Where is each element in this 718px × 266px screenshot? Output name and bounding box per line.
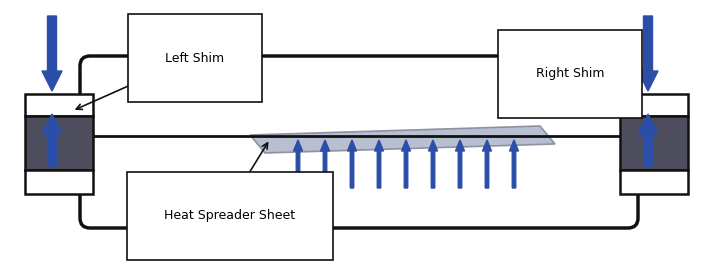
FancyBboxPatch shape <box>80 56 638 228</box>
Bar <box>620 170 688 194</box>
FancyArrow shape <box>375 140 383 188</box>
FancyArrow shape <box>429 140 437 188</box>
FancyArrow shape <box>455 140 465 188</box>
Bar <box>25 170 93 194</box>
FancyArrow shape <box>294 140 302 188</box>
Bar <box>25 116 93 170</box>
Bar <box>25 94 93 116</box>
FancyArrow shape <box>638 114 658 166</box>
FancyArrow shape <box>348 140 357 188</box>
Bar <box>620 116 688 170</box>
Text: Left Shim: Left Shim <box>165 52 225 64</box>
FancyArrow shape <box>42 16 62 91</box>
Polygon shape <box>250 126 555 153</box>
Text: Heat Spreader Sheet: Heat Spreader Sheet <box>164 210 296 222</box>
Text: Right Shim: Right Shim <box>536 68 605 81</box>
FancyArrow shape <box>510 140 518 188</box>
FancyArrow shape <box>320 140 330 188</box>
FancyArrow shape <box>401 140 411 188</box>
FancyArrow shape <box>482 140 492 188</box>
FancyArrow shape <box>638 16 658 91</box>
Bar <box>620 94 688 116</box>
FancyArrow shape <box>42 114 62 166</box>
